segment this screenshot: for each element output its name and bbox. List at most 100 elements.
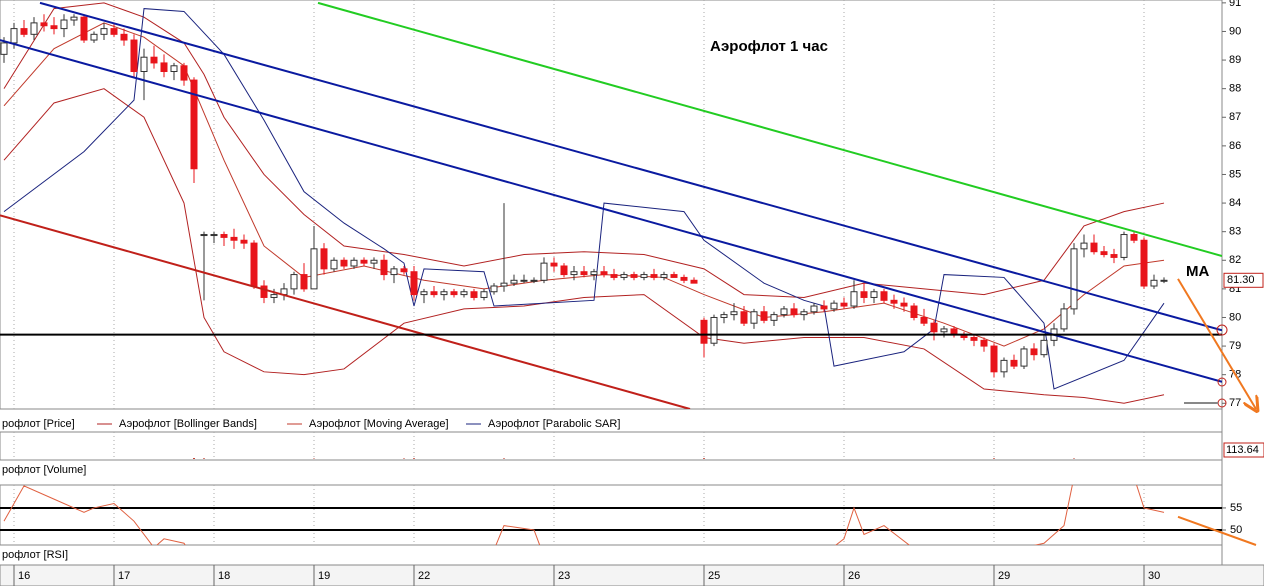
volume-bar [413, 458, 415, 459]
candle-body [220, 234, 228, 238]
candle-body [530, 279, 538, 282]
candle-body [800, 311, 808, 316]
x-tick-label: 22 [418, 570, 430, 582]
candle-body [190, 79, 198, 170]
candle-body [580, 271, 588, 276]
candle-body [130, 39, 138, 73]
candle-body [810, 305, 818, 313]
candle-body [880, 291, 888, 301]
candle-body [20, 28, 28, 35]
y-tick-label: 113.64 [1226, 444, 1259, 456]
trend-line [39, 1, 1222, 332]
candle-body [940, 328, 948, 333]
rsi-plot [0, 485, 1222, 545]
marker-circle [1217, 377, 1227, 387]
candle-body [390, 268, 398, 276]
candle-body [520, 279, 528, 282]
candle-body [240, 239, 248, 244]
candle-body [1120, 234, 1128, 258]
volume-plot [13, 432, 1145, 460]
candle-body [250, 242, 258, 287]
overlay: 16 17 18 19 22 23 25 26 29 3077787980818283848586… [13, 0, 1264, 586]
candle-body [90, 33, 98, 41]
volume-bar [993, 458, 995, 459]
candle-body [930, 322, 938, 333]
y-tick-label: 86 [1229, 140, 1241, 152]
candle-body [430, 291, 438, 296]
candle-body [230, 236, 238, 241]
candle-body [100, 28, 108, 35]
candle-body [380, 259, 388, 276]
candle-body [0, 42, 8, 55]
volume-bar [703, 458, 705, 459]
candle-body [70, 16, 78, 21]
candle-body [490, 285, 498, 293]
candle-body [540, 262, 548, 281]
candle-body [570, 271, 578, 276]
candle-body [460, 291, 468, 296]
chart-title: Аэрофлот 1 час [710, 38, 828, 55]
candle-body [900, 302, 908, 307]
volume-panel [0, 431, 1223, 461]
candle-body [400, 268, 408, 273]
candle-body [1100, 251, 1108, 256]
candle-body [50, 25, 58, 30]
candle-body [200, 234, 208, 237]
candle-body [40, 22, 48, 27]
candle-body [690, 279, 698, 284]
candle-body [300, 274, 308, 290]
candle-body [1150, 279, 1158, 287]
candle-body [600, 271, 608, 276]
y-tick-label: 82 [1229, 254, 1241, 266]
candle-body [780, 308, 788, 316]
candle-body [1020, 348, 1028, 367]
candle-body [160, 62, 168, 73]
x-tick-label: 25 [708, 570, 720, 582]
legend-entry: Аэрофлот [Bollinger Bands] [119, 418, 257, 430]
candle-body [1160, 279, 1168, 282]
candle-body [1040, 339, 1048, 356]
candle-body [680, 276, 688, 281]
candle-body [970, 336, 978, 341]
band-lower [3, 88, 1165, 404]
candle-body [550, 262, 558, 267]
date-axis [0, 564, 1264, 586]
candle-body [830, 302, 838, 310]
x-tick-label: 18 [218, 570, 230, 582]
candle-body [710, 316, 718, 344]
arrow [1177, 515, 1257, 546]
candle-body [1130, 234, 1138, 241]
candle-body [1080, 242, 1088, 250]
candle-body [650, 274, 658, 278]
candle-body [350, 259, 358, 267]
y-tick-label: 84 [1229, 197, 1241, 209]
volume-bar [193, 458, 195, 459]
y-tick-label: 50 [1230, 524, 1242, 536]
candle-body [290, 274, 298, 290]
candle-body [170, 65, 178, 73]
candle-body [150, 56, 158, 64]
candle-body [10, 28, 18, 44]
y-tick-label: 77 [1229, 397, 1241, 409]
y-tick-label: 91 [1229, 0, 1241, 9]
candle-body [890, 299, 898, 304]
candle-body [630, 274, 638, 278]
arrow [1177, 278, 1256, 409]
price-marker-label: 81.30 [1227, 274, 1255, 286]
candle-body [610, 274, 618, 278]
y-tick-label: 80 [1229, 311, 1241, 323]
volume-bar [203, 458, 205, 459]
trend-line [317, 1, 1222, 257]
candle-body [470, 291, 478, 298]
candle-body [720, 314, 728, 318]
y-tick-label: 79 [1229, 340, 1241, 352]
candle-body [840, 302, 848, 307]
marker-circle [1216, 324, 1228, 336]
y-tick-label: 55 [1230, 502, 1242, 514]
y-tick-label: 89 [1229, 54, 1241, 66]
y-tick-label: 85 [1229, 168, 1241, 180]
candle-body [760, 311, 768, 321]
candle-body [450, 291, 458, 296]
candle-body [110, 28, 118, 35]
